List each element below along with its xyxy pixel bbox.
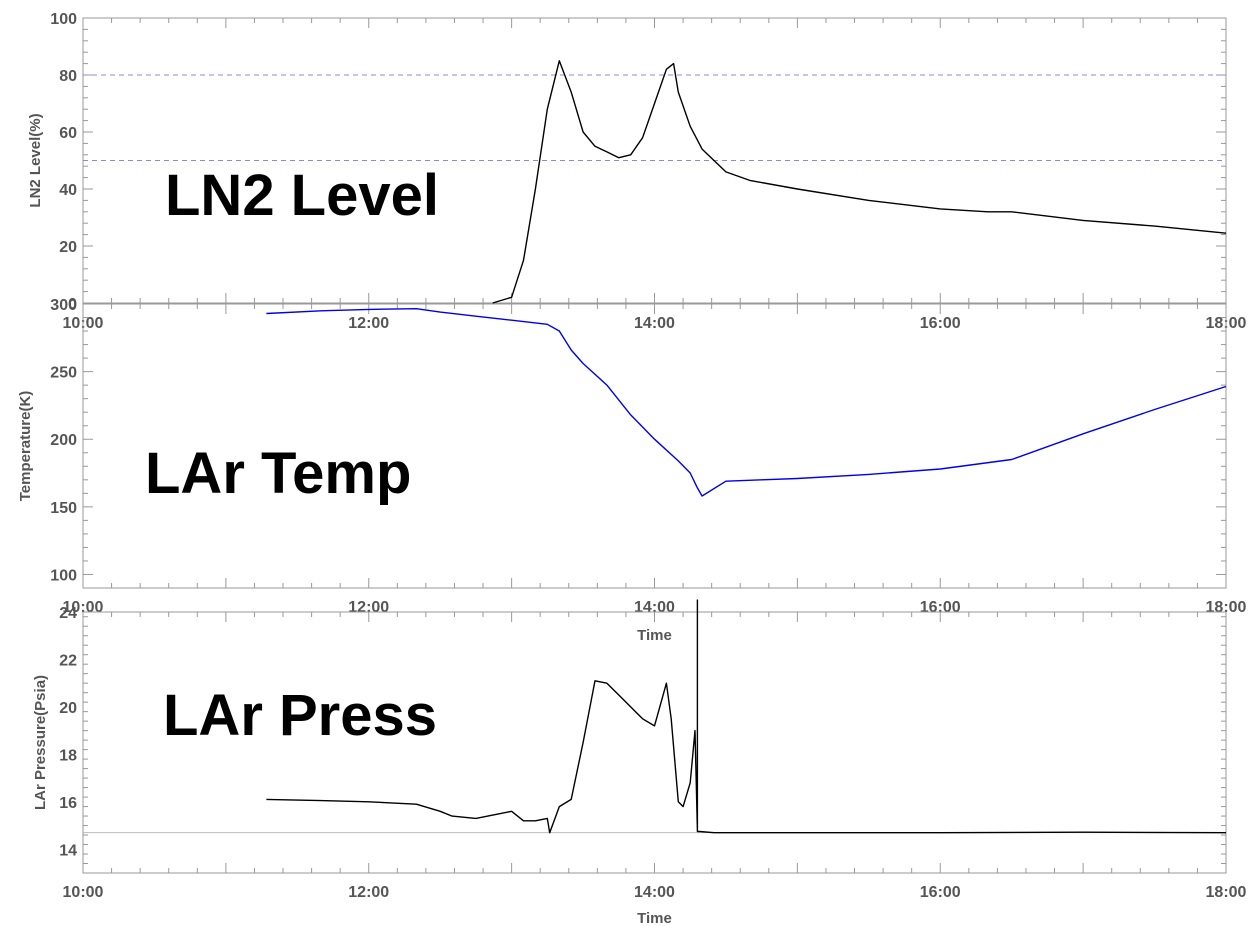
y-tick-label: 0 [68, 296, 77, 313]
x-tick-label: 12:00 [348, 315, 389, 332]
y-tick-label: 80 [59, 68, 77, 85]
ln2-level-label: LN2 Level [165, 163, 439, 228]
y-tick-label: 100 [50, 11, 77, 28]
x-tick-label: 16:00 [920, 315, 961, 332]
x-tick-label: 10:00 [63, 884, 104, 901]
y-tick-label: 14 [59, 842, 77, 859]
lar-press-panel: 14 16 18 20 22 24 10:00 12:00 14:00 16:00 18:00 LAr… [32, 599, 1247, 926]
y-tick-label: 100 [50, 567, 77, 584]
lar-press-label: LAr Press [163, 683, 437, 748]
x-axis-title: Time [637, 910, 672, 926]
lar-temp-label: LAr Temp [145, 441, 411, 506]
series-line [492, 60, 1227, 304]
y-tick-label: 300 [50, 297, 77, 314]
y-tick-label: 22 [59, 652, 77, 669]
x-tick-label: 14:00 [634, 884, 675, 901]
x-tick-label: 16:00 [920, 884, 961, 901]
y-tick-label: 200 [50, 432, 77, 449]
x-tick-label: 14:00 [634, 315, 675, 332]
x-tick-label: 12:00 [348, 884, 389, 901]
y-tick-label: 60 [59, 125, 77, 142]
y-tick-label: 18 [59, 747, 77, 764]
y-tick-label: 20 [59, 700, 77, 717]
y-tick-label: 40 [59, 182, 77, 199]
y-tick-label: 16 [59, 795, 77, 812]
y-axis-title: LN2 Level(%) [27, 113, 44, 207]
y-tick-label: 250 [50, 365, 77, 382]
y-tick-label: 150 [50, 500, 77, 517]
x-axis-title: Time [637, 627, 672, 644]
series-line [266, 308, 1227, 497]
y-tick-label: 20 [59, 239, 77, 256]
y-axis-title: LAr Pressure(Psia) [32, 675, 49, 810]
y-tick-label: 24 [59, 605, 77, 622]
y-axis-title: Temperature(K) [17, 391, 34, 502]
x-tick-label: 18:00 [1206, 884, 1247, 901]
series-line [266, 599, 1227, 834]
